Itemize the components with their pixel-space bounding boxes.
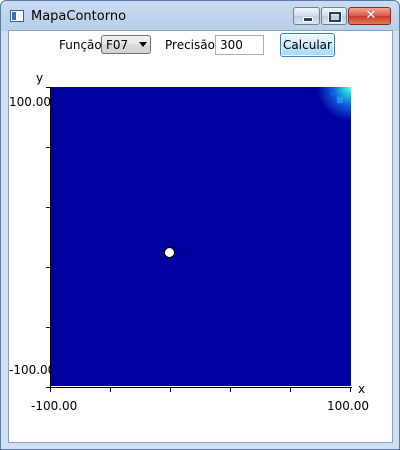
x-axis-label: x xyxy=(358,382,366,396)
x-tick xyxy=(110,388,111,392)
x-tick xyxy=(230,388,231,392)
x-min-label: -100.00 xyxy=(31,399,78,413)
maximize-icon xyxy=(329,12,341,22)
minimize-button[interactable] xyxy=(293,7,320,25)
y-tick xyxy=(46,147,50,148)
x-max-label: 100.00 xyxy=(327,399,369,413)
precision-label: Precisão xyxy=(165,38,215,52)
client-area: Função F07 Precisão 300 Calcular y 100.0… xyxy=(8,30,393,443)
close-icon: ✕ xyxy=(365,8,377,23)
calculate-button-label: Calcular xyxy=(283,38,332,52)
function-select[interactable]: F07 xyxy=(101,35,151,54)
chevron-down-icon xyxy=(139,42,147,47)
maximize-button[interactable] xyxy=(321,7,347,25)
y-axis xyxy=(50,87,51,388)
function-label: Função xyxy=(59,38,102,52)
y-tick xyxy=(46,207,50,208)
y-max-label: 100.00 xyxy=(9,95,51,109)
window-title: MapaContorno xyxy=(31,9,127,24)
y-axis-label: y xyxy=(36,71,44,85)
x-tick xyxy=(50,388,51,392)
y-tick xyxy=(46,327,50,328)
minimize-icon xyxy=(303,17,313,22)
close-button[interactable]: ✕ xyxy=(348,7,391,25)
x-tick xyxy=(290,388,291,392)
y-min-label: -100.00 xyxy=(9,363,56,377)
x-axis xyxy=(50,387,352,388)
precision-input[interactable]: 300 xyxy=(215,35,264,55)
calculate-button[interactable]: Calcular xyxy=(280,33,335,57)
origin-marker[interactable] xyxy=(164,247,175,258)
function-select-value: F07 xyxy=(106,38,129,52)
x-tick xyxy=(170,388,171,392)
x-tick xyxy=(350,388,351,392)
contour-highlight-detail xyxy=(331,91,335,95)
contour-highlight-detail xyxy=(337,97,343,103)
app-window-icon xyxy=(10,10,24,22)
contour-map[interactable] xyxy=(51,87,351,386)
title-bar[interactable]: MapaContorno ✕ xyxy=(1,1,399,30)
y-tick xyxy=(46,87,50,88)
y-tick xyxy=(46,267,50,268)
precision-input-value: 300 xyxy=(220,38,243,52)
y-tick xyxy=(46,387,50,388)
